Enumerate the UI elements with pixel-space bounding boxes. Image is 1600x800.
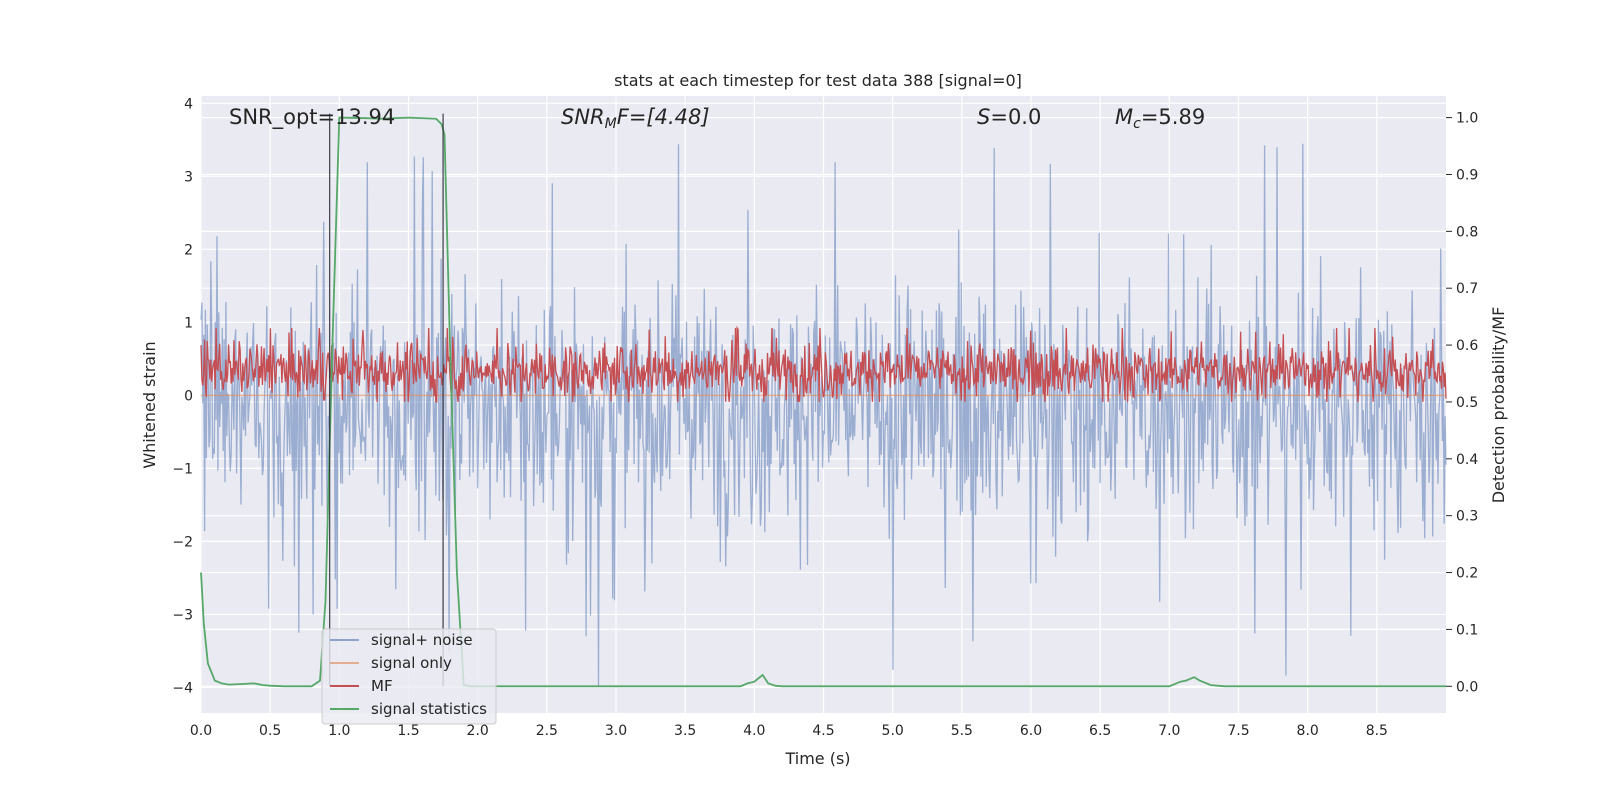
x-tick-label: 3.0 (605, 723, 627, 739)
series-line (200, 325, 1447, 403)
x-tick-label: 3.5 (674, 723, 696, 739)
x-tick-label: 7.0 (1158, 723, 1180, 739)
x-tick-label: 6.5 (1089, 723, 1111, 739)
y-tick-label-left: −2 (172, 534, 193, 550)
x-tick-label: 1.0 (328, 723, 350, 739)
y-axis-label-right: Detection probability/MF (1489, 307, 1508, 504)
x-tick-label: 2.0 (467, 723, 489, 739)
y-tick-label-left: 3 (184, 169, 193, 185)
legend: signal+ noise signal only MF signal stat… (321, 628, 497, 725)
y-tick-label-right: 0.7 (1456, 281, 1478, 297)
y-tick-label-left: 0 (184, 388, 193, 404)
x-tick-label: 7.5 (1227, 723, 1249, 739)
y-tick-label-left: −1 (172, 461, 193, 477)
legend-box (321, 628, 497, 725)
legend-item: MF (330, 677, 393, 695)
x-tick-label: 1.5 (397, 723, 419, 739)
annotation-s: S=0.0 (977, 105, 1041, 129)
y-tick-label-right: 0.5 (1456, 395, 1478, 411)
x-tick-label: 8.5 (1366, 723, 1388, 739)
x-tick-label: 0.0 (190, 723, 212, 739)
legend-label: signal only (371, 654, 452, 672)
y-tick-label-right: 0.0 (1456, 679, 1478, 695)
y-axis-label-left: Whitened strain (140, 341, 159, 468)
legend-item: signal statistics (330, 700, 487, 718)
y-tick-label-right: 0.9 (1456, 167, 1478, 183)
legend-label: MF (371, 677, 393, 695)
x-tick-label: 5.0 (882, 723, 904, 739)
legend-label: signal+ noise (371, 631, 473, 649)
x-axis-label: Time (s) (784, 749, 850, 768)
x-tick-label: 4.5 (812, 723, 834, 739)
x-tick-label: 4.0 (743, 723, 765, 739)
y-tick-label-right: 0.6 (1456, 338, 1478, 354)
y-tick-label-left: 1 (184, 315, 193, 331)
legend-item: signal only (330, 654, 452, 672)
y-tick-label-right: 0.4 (1456, 452, 1478, 468)
annotation-mc: Mc=5.89 (1115, 105, 1205, 132)
y-tick-label-left: −3 (172, 607, 193, 623)
y-tick-label-right: 0.1 (1456, 622, 1478, 638)
x-tick-label: 0.5 (259, 723, 281, 739)
y-tick-label-right: 0.3 (1456, 509, 1478, 525)
series-line (200, 143, 1447, 688)
axes: 0.0 0.5 1.0 1.5 2.0 2.5 3.0 3.5 4.0 4.5 5.0 5.5 6.0 6… (172, 96, 1478, 739)
annotation-snr-opt: SNR_opt=13.94 (229, 105, 395, 130)
y-tick-label-left: 2 (184, 242, 193, 258)
y-tick-label-left: 4 (184, 96, 193, 112)
y-tick-label-left: −4 (172, 680, 193, 696)
y-tick-label-right: 0.2 (1456, 566, 1478, 582)
chart-title: stats at each timestep for test data 388… (614, 71, 1022, 90)
y-tick-label-right: 0.8 (1456, 224, 1478, 240)
x-tick-label: 6.0 (1020, 723, 1042, 739)
x-tick-label: 5.5 (951, 723, 973, 739)
x-tick-label: 8.0 (1297, 723, 1319, 739)
vertical-markers (328, 113, 444, 687)
annotation-snr-mf: SNRMF=[4.48] (561, 105, 710, 132)
legend-label: signal statistics (371, 700, 487, 718)
y-tick-label-right: 1.0 (1456, 111, 1478, 127)
x-tick-label: 2.5 (536, 723, 558, 739)
legend-item: signal+ noise (330, 631, 473, 649)
